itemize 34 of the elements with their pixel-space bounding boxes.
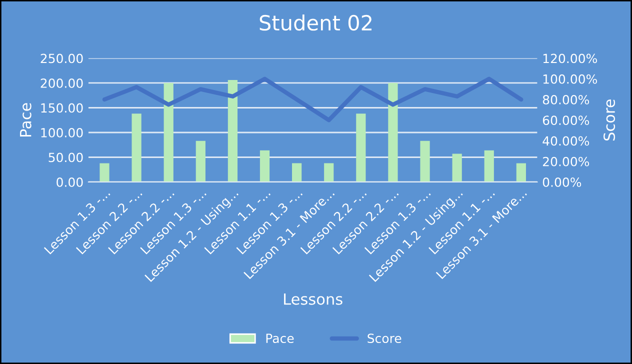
- y-tick-label: 0.00: [56, 177, 83, 187]
- y-tick-label: 200.00: [40, 78, 83, 88]
- y-tick-label: 100.00: [41, 128, 83, 138]
- y2-tick-label: 80.00%: [542, 94, 590, 104]
- y2-tick-label: 0.00%: [542, 177, 582, 187]
- bar: [164, 82, 174, 182]
- bar: [516, 163, 526, 182]
- bar: [196, 140, 206, 182]
- bar: [452, 154, 462, 182]
- y2-axis-title: Score: [604, 100, 616, 141]
- bar: [132, 114, 142, 182]
- y2-tick-label: 20.00%: [542, 156, 590, 166]
- y2-tick-label: 60.00%: [542, 116, 590, 126]
- y-tick-label: 150.00: [41, 103, 83, 113]
- y2-tick-label: 40.00%: [542, 136, 590, 146]
- bar: [356, 114, 366, 182]
- line-series: [102, 76, 524, 122]
- y-axis-title: Pace: [20, 103, 32, 136]
- x-axis-title: Lessons: [284, 293, 342, 305]
- bar: [260, 150, 270, 182]
- y2-tick-label: 100.00%: [543, 74, 597, 84]
- legend-label: Score: [368, 334, 402, 344]
- bar: [324, 163, 334, 182]
- bar: [100, 163, 110, 182]
- bar: [484, 150, 494, 182]
- y-tick-label: 50.00: [48, 152, 83, 162]
- bar: [292, 163, 302, 182]
- bar: [228, 80, 238, 182]
- chart-title: Student 02: [260, 14, 372, 31]
- legend-label: Pace: [266, 334, 294, 344]
- y2-tick-label: 120.00%: [543, 54, 597, 64]
- bar: [388, 82, 398, 182]
- y-tick-label: 250.00: [40, 54, 83, 64]
- bar: [420, 140, 430, 182]
